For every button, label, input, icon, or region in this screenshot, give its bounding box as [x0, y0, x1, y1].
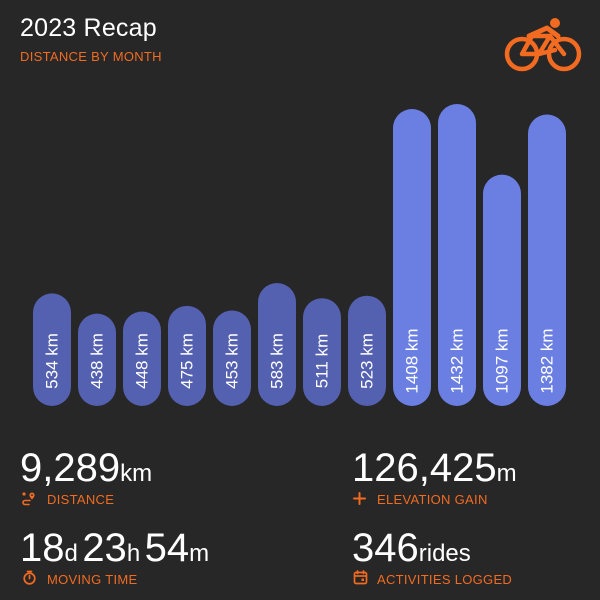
- bar-label-2: 438 km: [88, 333, 107, 389]
- distance-value: 9,289: [20, 446, 121, 490]
- moving-time-days-unit: d: [64, 540, 78, 567]
- moving-time-minutes: 54: [144, 526, 190, 570]
- bar-label-10: 1432 km: [448, 328, 467, 393]
- page-title: 2023 Recap: [20, 14, 157, 42]
- bar-label-12: 1382 km: [538, 328, 557, 393]
- bar-12: [528, 114, 566, 407]
- elevation-unit: m: [496, 460, 517, 487]
- moving-time-stat: 18d 23h 54m: [20, 528, 209, 568]
- moving-time-days: 18: [20, 526, 65, 570]
- bar-label-9: 1408 km: [403, 328, 422, 393]
- page-subtitle: DISTANCE BY MONTH: [20, 49, 162, 64]
- bar-label-5: 453 km: [223, 333, 242, 389]
- bar-3: [123, 311, 161, 406]
- moving-time-minutes-unit: m: [189, 540, 210, 567]
- activities-value: 346: [352, 526, 419, 570]
- bar-9: [393, 109, 431, 406]
- bar-4: [168, 305, 206, 406]
- bar-6: [258, 283, 296, 406]
- activities-unit: rides: [418, 540, 471, 567]
- bar-label-4: 475 km: [178, 333, 197, 389]
- moving-time-hours-unit: h: [126, 540, 141, 567]
- elevation-label: ELEVATION GAIN: [377, 492, 488, 507]
- bar-label-7: 511 km: [313, 334, 332, 389]
- distance-stat: 9,289km: [20, 448, 152, 488]
- activities-label: ACTIVITIES LOGGED: [377, 572, 513, 587]
- cyclist-icon: [504, 18, 582, 72]
- bar-10: [438, 104, 476, 406]
- plus-icon: [353, 492, 366, 505]
- bar-2: [78, 313, 116, 406]
- moving-time-label: MOVING TIME: [47, 572, 138, 587]
- distance-unit: km: [120, 460, 153, 487]
- activities-stat: 346rides: [352, 528, 471, 568]
- monthly-distance-chart: 534 km 438 km 448 km 475 km 453 km 583 km 511 …: [33, 104, 566, 407]
- stopwatch-icon: [23, 570, 36, 585]
- calendar-icon: [353, 570, 368, 585]
- bar-label-1: 534 km: [43, 333, 62, 389]
- bar-11: [483, 174, 521, 406]
- bar-7: [303, 298, 341, 406]
- bar-label-8: 523 km: [358, 333, 377, 389]
- route-pin-icon: [22, 492, 35, 506]
- bar-5: [213, 310, 251, 406]
- distance-label: DISTANCE: [47, 492, 115, 507]
- elevation-stat: 126,425m: [352, 448, 517, 488]
- bar-label-3: 448 km: [133, 333, 152, 389]
- bar-1: [33, 293, 71, 406]
- elevation-value: 126,425: [352, 446, 497, 490]
- bar-label-6: 583 km: [268, 333, 287, 389]
- moving-time-hours: 23: [82, 526, 127, 570]
- bar-8: [348, 295, 386, 406]
- bar-label-11: 1097 km: [493, 328, 512, 393]
